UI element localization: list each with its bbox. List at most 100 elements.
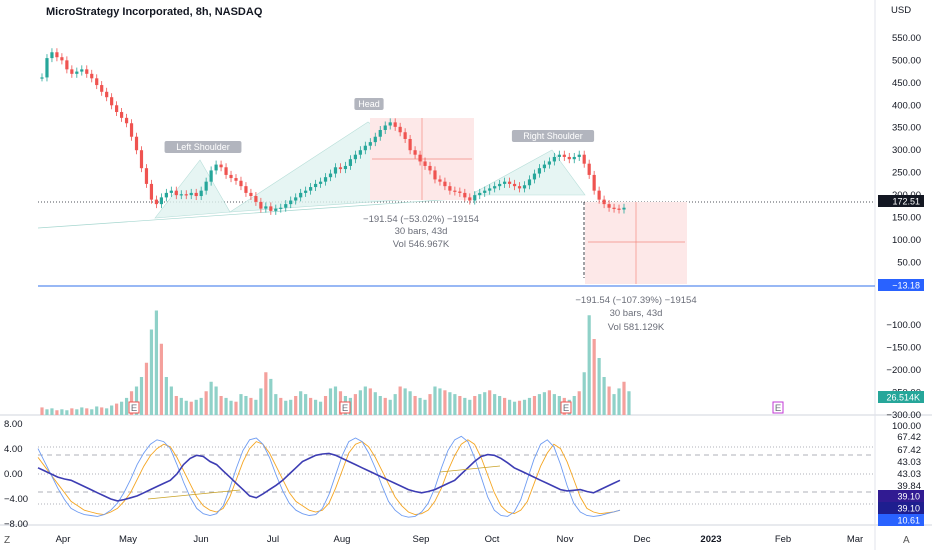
candle-body (55, 52, 59, 58)
volume-bar (154, 310, 159, 415)
volume-bar (204, 391, 208, 415)
osc-value-tag: 39.10 (897, 504, 920, 514)
volume-bar (597, 358, 601, 415)
osc-right-tick: 100.00 (892, 421, 921, 432)
time-tick-label: Feb (775, 534, 791, 545)
stoch-d-line (37, 439, 621, 516)
candle-body (572, 156, 576, 160)
candle-body (368, 142, 372, 146)
osc-left-tick: −8.00 (4, 519, 28, 530)
candle-body (468, 197, 472, 201)
volume-bar (443, 390, 447, 415)
volume-bar (358, 390, 362, 415)
volume-bar (194, 399, 198, 415)
volume-bar (149, 329, 154, 415)
volume-bar (304, 394, 308, 415)
volume-bar (244, 396, 248, 415)
volume-bar (493, 394, 497, 415)
candle-body (343, 165, 348, 170)
volume-bar (408, 391, 412, 415)
volume-bar (517, 400, 522, 415)
candle-body (234, 178, 238, 181)
volume-bar (373, 392, 377, 415)
volume-bar (572, 396, 576, 415)
candle-body (438, 179, 442, 182)
volume-bar (249, 397, 253, 415)
auto-scale-toggle[interactable]: A (903, 535, 910, 546)
candle-body (582, 154, 586, 164)
currency-label: USD (891, 5, 911, 16)
volume-bar (428, 394, 432, 415)
volume-bar (134, 386, 139, 415)
time-tick-label: Jun (193, 534, 208, 545)
volume-bar (214, 386, 218, 415)
volume-bar (478, 394, 482, 415)
volume-bar (507, 399, 512, 415)
candle-body (393, 122, 397, 127)
volume-bar (378, 396, 382, 415)
volume-bar (353, 394, 357, 415)
time-tick-label: Aug (334, 534, 351, 545)
volume-bar (284, 400, 288, 415)
neckline (37, 197, 471, 229)
volume-bar (224, 397, 228, 415)
candle-body (493, 186, 497, 189)
volume-bar (269, 378, 273, 415)
candle-body (622, 207, 626, 210)
candle-body (204, 181, 208, 191)
volume-bar (179, 397, 183, 415)
candle-body (542, 164, 547, 169)
candle-body (423, 161, 427, 166)
candle-body (40, 77, 44, 79)
osc-left-tick: 0.00 (4, 469, 23, 480)
candle-body (313, 183, 318, 188)
volume-bar (393, 394, 397, 415)
volume-bar (612, 394, 616, 415)
volume-bar (592, 339, 596, 415)
candle-body (95, 78, 99, 86)
volume-bar (174, 396, 178, 415)
time-tick-label: 2023 (700, 534, 721, 545)
price-tick-label: 500.00 (892, 55, 921, 66)
measure-2-volume: Vol 581.129K (608, 322, 665, 333)
divergence-line (147, 489, 241, 500)
time-tick-label: Dec (634, 534, 651, 545)
volume-bar (627, 391, 631, 415)
earnings-marker-label: E (131, 403, 137, 414)
volume-bar (468, 399, 472, 415)
candle-body (184, 194, 188, 196)
candle-body (443, 181, 447, 187)
price-tick-label: −200.00 (886, 365, 921, 376)
volume-bar (95, 406, 99, 415)
candle-body (134, 136, 139, 151)
osc-value-tag: 39.10 (897, 492, 920, 502)
measure-2-change: −191.54 (−107.39%) −19154 (575, 295, 696, 306)
volume-bar (448, 392, 452, 415)
candle-body (552, 156, 556, 162)
volume-bar (279, 397, 283, 415)
candle-body (144, 168, 149, 184)
candle-body (80, 69, 84, 72)
timezone-toggle[interactable]: Z (4, 535, 11, 546)
volume-bar (144, 362, 149, 415)
candle-body (388, 122, 392, 126)
volume-bar (473, 396, 477, 415)
candle-body (174, 190, 178, 196)
candle-body (398, 126, 402, 133)
volume-bar (169, 386, 173, 415)
candle-body (318, 181, 323, 184)
volume-bar (309, 397, 313, 415)
volume-bar (50, 408, 54, 415)
right-shoulder-label: Right Shoulder (523, 131, 583, 141)
volume-bar (617, 388, 621, 415)
candle-body (597, 190, 601, 200)
volume-bar (259, 388, 263, 415)
candle-body (522, 185, 527, 189)
candle-body (45, 58, 49, 78)
candle-body (254, 196, 258, 202)
candle-body (473, 195, 477, 201)
osc-value-tag-bg (878, 502, 924, 514)
candle-body (284, 204, 288, 208)
